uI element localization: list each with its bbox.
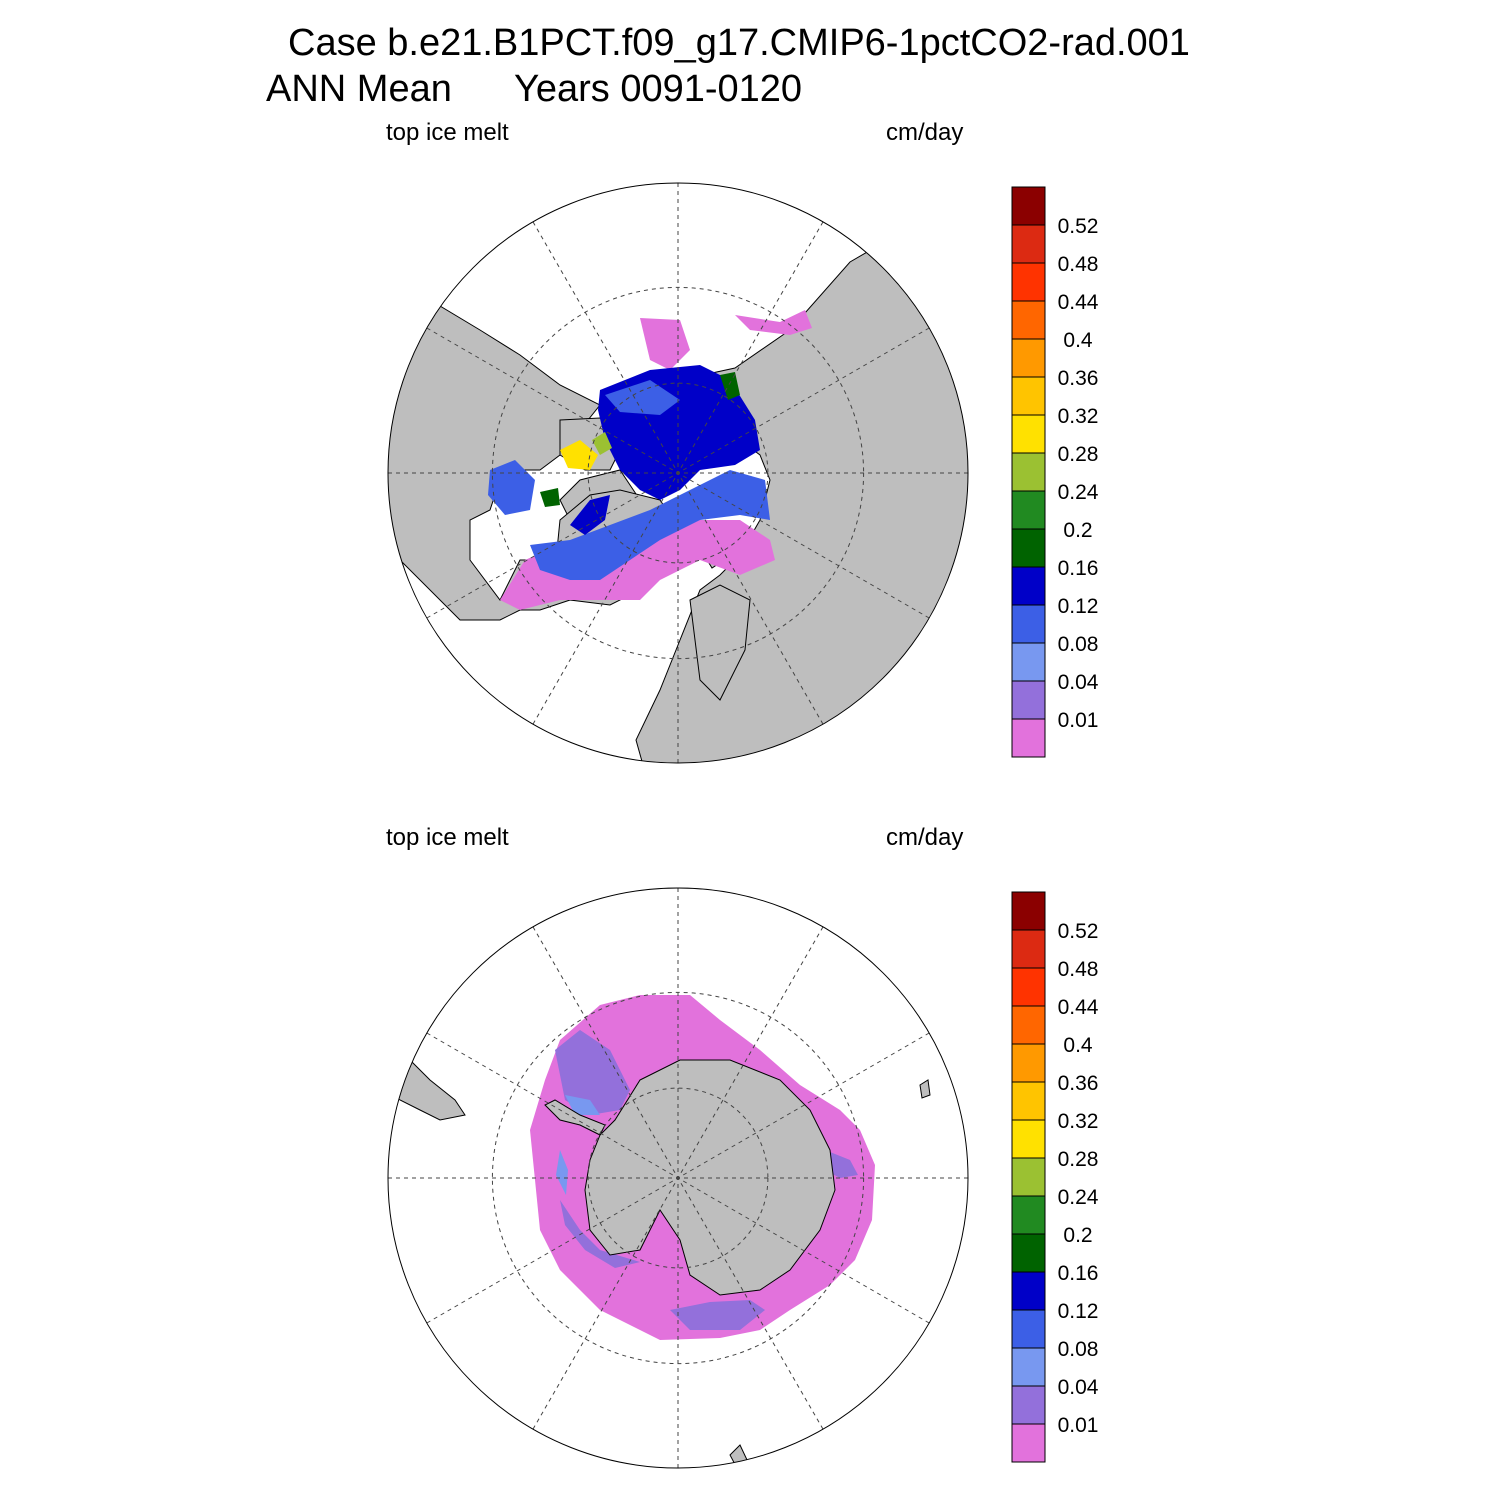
colorbar-swatch <box>1011 1309 1046 1349</box>
south-land-antarctic-peninsula <box>544 1099 606 1136</box>
colorbar-tick-label: 0.24 <box>1058 481 1099 504</box>
colorbar-swatch <box>1011 680 1046 720</box>
colorbar-tick-label: 0.32 <box>1058 1110 1099 1133</box>
colorbar-tick-label: 0.01 <box>1058 1414 1099 1437</box>
graticule-meridian <box>426 1032 930 1324</box>
colorbar-tick-label: 0.12 <box>1058 595 1099 618</box>
colorbar-swatch <box>1011 414 1046 454</box>
north-ice-mid-band <box>530 470 770 580</box>
colorbar-swatch <box>1011 1119 1046 1159</box>
north-ice-hudson-bay <box>488 460 535 515</box>
colorbar-tick-label: 0.08 <box>1058 633 1099 656</box>
colorbar-swatch <box>1011 1005 1046 1045</box>
colorbar-swatch <box>1011 1347 1046 1387</box>
south-map-border <box>387 887 969 1469</box>
colorbar-tick-label: 0.36 <box>1058 1072 1099 1095</box>
south-ice-coastal-band <box>560 1200 640 1268</box>
colorbar-swatch <box>1011 891 1046 931</box>
years-label: Years 0091-0120 <box>514 68 803 110</box>
north-map-content <box>388 229 968 763</box>
colorbar-tick-label: 0.4 <box>1063 1034 1093 1057</box>
colorbar-tick-label: 0.2 <box>1063 519 1092 542</box>
south-panel-variable-label: top ice melt <box>386 824 509 851</box>
colorbar-tick-label: 0.24 <box>1058 1186 1099 1209</box>
south-colorbar: 0.52 0.48 0.44 0.4 0.36 0.32 0.28 0.24 0.2 0.16 0.… <box>1011 891 1099 1463</box>
graticule-meridian <box>426 327 930 619</box>
colorbar-swatch <box>1011 490 1046 530</box>
north-ice-archipelago-yellow <box>560 440 598 470</box>
colorbar-tick-label: 0.04 <box>1058 671 1099 694</box>
colorbar-swatch <box>1011 566 1046 606</box>
colorbar-swatch <box>1011 604 1046 644</box>
colorbar-swatch <box>1011 642 1046 682</box>
colorbar-tick-label: 0.04 <box>1058 1376 1099 1399</box>
north-ice-central-light <box>605 380 680 415</box>
colorbar-tick-label: 0.28 <box>1058 443 1099 466</box>
colorbar-tick-label: 0.12 <box>1058 1300 1099 1323</box>
colorbar-swatch <box>1011 528 1046 568</box>
north-panel-units-label: cm/day <box>886 119 964 146</box>
north-panel-variable-label: top ice melt <box>386 119 509 146</box>
south-polar-map <box>387 887 969 1469</box>
north-map-border <box>387 182 969 764</box>
north-ice-green-patch-1 <box>720 372 740 400</box>
colorbar-tick-label: 0.4 <box>1063 329 1093 352</box>
colorbar-tick-label: 0.16 <box>1058 557 1099 580</box>
colorbar-swatch <box>1011 1043 1046 1083</box>
colorbar-swatch <box>1011 1271 1046 1311</box>
colorbar-swatch <box>1011 452 1046 492</box>
colorbar-swatch <box>1011 338 1046 378</box>
colorbar-tick-label: 0.52 <box>1058 215 1099 238</box>
south-ice-weddell-light <box>565 1095 600 1115</box>
colorbar-swatch <box>1011 224 1046 264</box>
north-colorbar: 0.52 0.48 0.44 0.4 0.36 0.32 0.28 0.24 0.2 0.16 0.… <box>1011 186 1099 758</box>
colorbar-tick-label: 0.36 <box>1058 367 1099 390</box>
north-ice-low-fringe <box>500 520 775 610</box>
colorbar-swatch <box>1011 967 1046 1007</box>
colorbar-swatch <box>1011 186 1046 226</box>
north-ice-low-fringe-bering <box>735 310 812 335</box>
colorbar-swatch <box>1011 376 1046 416</box>
figure-title: Case b.e21.B1PCT.f09_g17.CMIP6-1pctCO2-r… <box>288 22 1190 64</box>
south-ice-ross <box>670 1300 765 1330</box>
colorbar-swatch <box>1011 1195 1046 1235</box>
north-ice-green-patch-2 <box>540 488 560 507</box>
colorbar-swatch <box>1011 262 1046 302</box>
colorbar-swatch <box>1011 1233 1046 1273</box>
colorbar-swatch <box>1011 1423 1046 1463</box>
colorbar-tick-label: 0.44 <box>1058 291 1099 314</box>
south-map-graticule <box>388 888 968 1468</box>
colorbar-tick-label: 0.08 <box>1058 1338 1099 1361</box>
south-land-africa-edge <box>919 1079 931 1099</box>
colorbar-tick-label: 0.16 <box>1058 1262 1099 1285</box>
colorbar-swatch <box>1011 1157 1046 1197</box>
colorbar-swatch <box>1011 929 1046 969</box>
colorbar-swatch <box>1011 1081 1046 1121</box>
colorbar-swatch <box>1011 1385 1046 1425</box>
north-ice-greenland-channel <box>570 495 610 535</box>
south-ice-peninsula-band <box>556 1150 568 1195</box>
colorbar-tick-label: 0.48 <box>1058 253 1099 276</box>
south-ice-weddell <box>555 1030 630 1115</box>
colorbar-tick-label: 0.52 <box>1058 920 1099 943</box>
south-panel-units-label: cm/day <box>886 824 964 851</box>
north-polar-map <box>387 182 969 764</box>
colorbar-tick-label: 0.01 <box>1058 709 1099 732</box>
colorbar-swatch <box>1011 300 1046 340</box>
colorbar-tick-label: 0.44 <box>1058 996 1099 1019</box>
colorbar-tick-label: 0.32 <box>1058 405 1099 428</box>
colorbar-tick-label: 0.28 <box>1058 1148 1099 1171</box>
south-ice-east-patch <box>825 1150 858 1178</box>
season-label: ANN Mean <box>266 68 452 110</box>
colorbar-tick-label: 0.2 <box>1063 1224 1092 1247</box>
colorbar-tick-label: 0.48 <box>1058 958 1099 981</box>
north-land-scandinavia <box>689 584 751 701</box>
north-ice-archipelago-olive <box>592 432 612 455</box>
colorbar-swatch <box>1011 718 1046 758</box>
north-map-graticule <box>388 183 968 763</box>
